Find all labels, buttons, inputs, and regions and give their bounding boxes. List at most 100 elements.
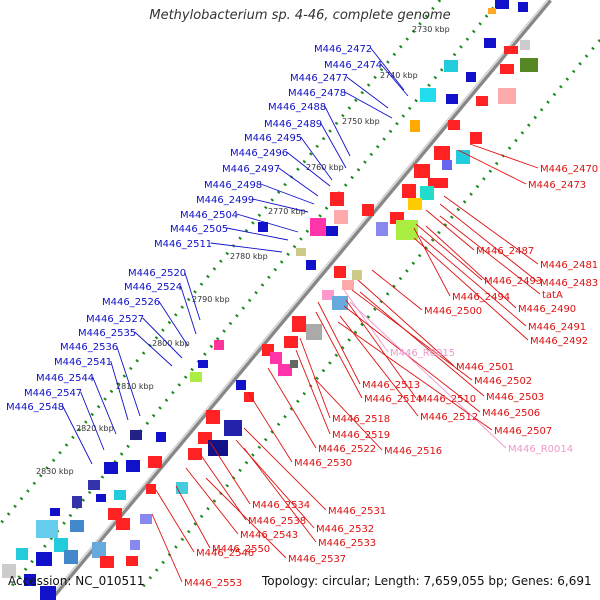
- gene-feature: [116, 518, 130, 530]
- leader-line: [370, 47, 405, 91]
- leader-line: [415, 223, 483, 281]
- gene-label: M446_2472: [314, 44, 372, 55]
- gene-feature: [306, 260, 316, 270]
- leader-line: [92, 376, 117, 435]
- gene-label: M446_2491: [528, 322, 586, 333]
- leader-line: [413, 227, 451, 297]
- leader-line: [209, 441, 251, 505]
- leader-line: [324, 105, 351, 157]
- gene-feature: [24, 574, 36, 586]
- gene-label: M446_2503: [486, 392, 544, 403]
- gene-feature: [72, 496, 82, 508]
- leader-line: [439, 215, 541, 295]
- gene-feature: [130, 430, 142, 440]
- gene-feature: [332, 296, 348, 310]
- genome-backbone: [48, 0, 552, 600]
- leader-line: [343, 289, 389, 353]
- gene-label: M446_2537: [288, 554, 346, 565]
- gene-feature: [214, 340, 224, 350]
- gene-feature: [40, 586, 56, 600]
- leader-line: [260, 183, 315, 205]
- leader-line: [252, 198, 309, 213]
- leader-line: [346, 76, 389, 109]
- gene-label: M446_2543: [240, 530, 298, 541]
- leader-line: [300, 136, 333, 181]
- gene-label: M446_2536: [60, 342, 118, 353]
- gene-label: M446_2520: [128, 268, 186, 279]
- gene-label: M446_2470: [540, 164, 598, 175]
- gene-label: M446_2519: [332, 430, 390, 441]
- kbp-tick-label: 2760 kbp: [306, 163, 344, 172]
- leader-line: [243, 447, 317, 543]
- gene-label: M446_2533: [318, 538, 376, 549]
- leader-line: [175, 485, 211, 549]
- gene-feature: [206, 410, 220, 424]
- gene-feature: [114, 490, 126, 500]
- rna-label: M446_R0015: [390, 348, 455, 359]
- gene-label: M446_2499: [196, 195, 254, 206]
- gene-feature: [310, 218, 326, 236]
- gene-label: M446_2507: [494, 426, 552, 437]
- gene-feature: [448, 120, 460, 130]
- kbp-tick-label: 2750 kbp: [342, 117, 380, 126]
- gene-feature: [36, 520, 58, 538]
- leader-line: [344, 91, 393, 119]
- leader-line: [151, 513, 183, 583]
- leader-line: [320, 122, 347, 169]
- gene-feature: [64, 550, 78, 564]
- gene-label: M446_2548: [6, 402, 64, 413]
- leader-line: [469, 143, 539, 169]
- gene-feature: [402, 184, 416, 198]
- gene-feature: [156, 432, 166, 442]
- kbp-tick-label: 2810 kbp: [116, 382, 154, 391]
- gene-feature: [410, 120, 420, 132]
- gene-feature: [188, 448, 202, 460]
- gene-label: M446_2496: [230, 148, 288, 159]
- gene-label: M446_2501: [456, 362, 514, 373]
- gene-feature: [198, 360, 208, 368]
- gene-label: M446_2541: [54, 357, 112, 368]
- gene-label: M446_2474: [324, 60, 382, 71]
- leader-line: [317, 301, 361, 385]
- gene-feature: [50, 508, 60, 516]
- leader-line: [205, 477, 287, 559]
- gene-label: M446_2538: [248, 516, 306, 527]
- gene-label: M446_2497: [222, 164, 280, 175]
- gene-feature: [396, 220, 418, 240]
- kbp-tick-label: 2770 kbp: [268, 207, 306, 216]
- kbp-tick-label: 2740 kbp: [380, 71, 418, 80]
- leader-line: [110, 360, 129, 421]
- gene-label: tatA: [542, 290, 563, 301]
- gene-label: M446_2495: [244, 133, 302, 144]
- gene-feature: [126, 460, 140, 472]
- leader-line: [185, 467, 239, 535]
- leader-line: [210, 242, 283, 253]
- leader-line: [425, 225, 517, 309]
- gene-label: M446_2513: [362, 380, 420, 391]
- leader-line: [226, 227, 289, 241]
- gene-label: M446_2550: [212, 544, 270, 555]
- gene-label: M446_2500: [424, 306, 482, 317]
- leader-line: [457, 149, 527, 185]
- gene-feature: [306, 324, 322, 340]
- gene-feature: [488, 8, 496, 14]
- gene-label: M446_2534: [252, 500, 310, 511]
- leader-line: [351, 289, 473, 381]
- gene-label: M446_2531: [328, 506, 386, 517]
- gene-label: M446_2527: [86, 314, 144, 325]
- gene-feature: [284, 336, 298, 348]
- leader-line: [299, 337, 331, 419]
- leader-line: [236, 213, 299, 233]
- gene-label: M446_2544: [36, 373, 94, 384]
- gene-feature: [140, 514, 152, 524]
- kbp-tick-label: 2780 kbp: [230, 252, 268, 261]
- gene-label: M446_2526: [102, 297, 160, 308]
- gene-feature: [414, 164, 430, 178]
- kbp-tick-label: 2820 kbp: [76, 424, 114, 433]
- leader-line: [155, 489, 195, 553]
- gene-label: M446_2494: [452, 292, 510, 303]
- leader-line: [116, 345, 141, 417]
- rna-label: M446_R0014: [508, 444, 573, 455]
- gene-label: M446_2504: [180, 210, 238, 221]
